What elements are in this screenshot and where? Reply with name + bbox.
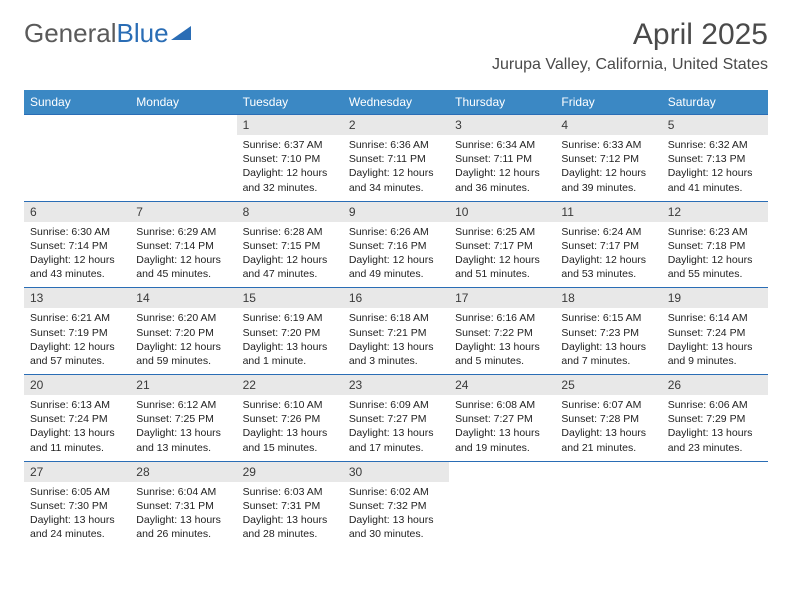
day-content-cell: Sunrise: 6:04 AMSunset: 7:31 PMDaylight:… bbox=[130, 482, 236, 548]
day-number-cell bbox=[24, 115, 130, 136]
day-number-cell bbox=[555, 461, 661, 482]
day-content-cell: Sunrise: 6:05 AMSunset: 7:30 PMDaylight:… bbox=[24, 482, 130, 548]
day-content-cell: Sunrise: 6:28 AMSunset: 7:15 PMDaylight:… bbox=[237, 222, 343, 288]
day-content-cell: Sunrise: 6:14 AMSunset: 7:24 PMDaylight:… bbox=[662, 308, 768, 374]
logo-triangle-icon bbox=[171, 18, 193, 49]
location-text: Jurupa Valley, California, United States bbox=[492, 56, 768, 74]
day-content-cell bbox=[555, 482, 661, 548]
daynum-row: 12345 bbox=[24, 115, 768, 136]
day-content-cell: Sunrise: 6:26 AMSunset: 7:16 PMDaylight:… bbox=[343, 222, 449, 288]
day-number-cell: 19 bbox=[662, 288, 768, 309]
day-content-cell bbox=[130, 135, 236, 201]
day-content-cell: Sunrise: 6:20 AMSunset: 7:20 PMDaylight:… bbox=[130, 308, 236, 374]
day-number-cell: 12 bbox=[662, 201, 768, 222]
day-number-cell bbox=[662, 461, 768, 482]
day-number-cell: 4 bbox=[555, 115, 661, 136]
weekday-header: Monday bbox=[130, 90, 236, 115]
day-content-cell: Sunrise: 6:15 AMSunset: 7:23 PMDaylight:… bbox=[555, 308, 661, 374]
day-content-cell: Sunrise: 6:08 AMSunset: 7:27 PMDaylight:… bbox=[449, 395, 555, 461]
month-title: April 2025 bbox=[492, 18, 768, 52]
day-number-cell: 8 bbox=[237, 201, 343, 222]
day-content-cell: Sunrise: 6:13 AMSunset: 7:24 PMDaylight:… bbox=[24, 395, 130, 461]
day-content-cell: Sunrise: 6:34 AMSunset: 7:11 PMDaylight:… bbox=[449, 135, 555, 201]
day-number-cell: 11 bbox=[555, 201, 661, 222]
logo-text-1: General bbox=[24, 18, 117, 49]
content-row: Sunrise: 6:37 AMSunset: 7:10 PMDaylight:… bbox=[24, 135, 768, 201]
day-content-cell: Sunrise: 6:06 AMSunset: 7:29 PMDaylight:… bbox=[662, 395, 768, 461]
weekday-header: Tuesday bbox=[237, 90, 343, 115]
weekday-header: Saturday bbox=[662, 90, 768, 115]
day-content-cell: Sunrise: 6:37 AMSunset: 7:10 PMDaylight:… bbox=[237, 135, 343, 201]
day-content-cell bbox=[449, 482, 555, 548]
day-content-cell: Sunrise: 6:33 AMSunset: 7:12 PMDaylight:… bbox=[555, 135, 661, 201]
daynum-row: 27282930 bbox=[24, 461, 768, 482]
day-number-cell: 6 bbox=[24, 201, 130, 222]
day-content-cell: Sunrise: 6:30 AMSunset: 7:14 PMDaylight:… bbox=[24, 222, 130, 288]
weekday-header: Sunday bbox=[24, 90, 130, 115]
day-number-cell bbox=[130, 115, 236, 136]
day-content-cell: Sunrise: 6:25 AMSunset: 7:17 PMDaylight:… bbox=[449, 222, 555, 288]
weekday-header: Wednesday bbox=[343, 90, 449, 115]
content-row: Sunrise: 6:05 AMSunset: 7:30 PMDaylight:… bbox=[24, 482, 768, 548]
logo: GeneralBlue bbox=[24, 18, 193, 49]
day-content-cell: Sunrise: 6:10 AMSunset: 7:26 PMDaylight:… bbox=[237, 395, 343, 461]
day-content-cell: Sunrise: 6:09 AMSunset: 7:27 PMDaylight:… bbox=[343, 395, 449, 461]
day-content-cell bbox=[662, 482, 768, 548]
weekday-header: Thursday bbox=[449, 90, 555, 115]
daynum-row: 6789101112 bbox=[24, 201, 768, 222]
day-number-cell: 26 bbox=[662, 375, 768, 396]
day-number-cell: 7 bbox=[130, 201, 236, 222]
page-header: GeneralBlue April 2025 Jurupa Valley, Ca… bbox=[0, 0, 792, 82]
day-number-cell: 29 bbox=[237, 461, 343, 482]
day-content-cell bbox=[24, 135, 130, 201]
day-content-cell: Sunrise: 6:29 AMSunset: 7:14 PMDaylight:… bbox=[130, 222, 236, 288]
day-number-cell: 25 bbox=[555, 375, 661, 396]
day-number-cell: 22 bbox=[237, 375, 343, 396]
daynum-row: 20212223242526 bbox=[24, 375, 768, 396]
calendar-table: SundayMondayTuesdayWednesdayThursdayFrid… bbox=[24, 90, 768, 547]
day-content-cell: Sunrise: 6:07 AMSunset: 7:28 PMDaylight:… bbox=[555, 395, 661, 461]
day-number-cell: 28 bbox=[130, 461, 236, 482]
content-row: Sunrise: 6:30 AMSunset: 7:14 PMDaylight:… bbox=[24, 222, 768, 288]
content-row: Sunrise: 6:21 AMSunset: 7:19 PMDaylight:… bbox=[24, 308, 768, 374]
day-content-cell: Sunrise: 6:18 AMSunset: 7:21 PMDaylight:… bbox=[343, 308, 449, 374]
day-number-cell: 30 bbox=[343, 461, 449, 482]
day-content-cell: Sunrise: 6:23 AMSunset: 7:18 PMDaylight:… bbox=[662, 222, 768, 288]
day-number-cell: 10 bbox=[449, 201, 555, 222]
day-number-cell: 3 bbox=[449, 115, 555, 136]
day-content-cell: Sunrise: 6:21 AMSunset: 7:19 PMDaylight:… bbox=[24, 308, 130, 374]
day-content-cell: Sunrise: 6:16 AMSunset: 7:22 PMDaylight:… bbox=[449, 308, 555, 374]
day-content-cell: Sunrise: 6:24 AMSunset: 7:17 PMDaylight:… bbox=[555, 222, 661, 288]
day-number-cell: 2 bbox=[343, 115, 449, 136]
day-content-cell: Sunrise: 6:19 AMSunset: 7:20 PMDaylight:… bbox=[237, 308, 343, 374]
day-number-cell: 15 bbox=[237, 288, 343, 309]
day-number-cell: 16 bbox=[343, 288, 449, 309]
day-number-cell: 21 bbox=[130, 375, 236, 396]
day-number-cell: 17 bbox=[449, 288, 555, 309]
day-number-cell: 24 bbox=[449, 375, 555, 396]
day-number-cell: 27 bbox=[24, 461, 130, 482]
logo-text-2: Blue bbox=[117, 18, 169, 49]
daynum-row: 13141516171819 bbox=[24, 288, 768, 309]
day-content-cell: Sunrise: 6:36 AMSunset: 7:11 PMDaylight:… bbox=[343, 135, 449, 201]
weekday-row: SundayMondayTuesdayWednesdayThursdayFrid… bbox=[24, 90, 768, 115]
day-number-cell: 14 bbox=[130, 288, 236, 309]
day-content-cell: Sunrise: 6:12 AMSunset: 7:25 PMDaylight:… bbox=[130, 395, 236, 461]
day-number-cell: 23 bbox=[343, 375, 449, 396]
day-number-cell: 18 bbox=[555, 288, 661, 309]
day-number-cell: 9 bbox=[343, 201, 449, 222]
calendar-body: 12345Sunrise: 6:37 AMSunset: 7:10 PMDayl… bbox=[24, 115, 768, 548]
content-row: Sunrise: 6:13 AMSunset: 7:24 PMDaylight:… bbox=[24, 395, 768, 461]
calendar-head: SundayMondayTuesdayWednesdayThursdayFrid… bbox=[24, 90, 768, 115]
day-number-cell: 13 bbox=[24, 288, 130, 309]
weekday-header: Friday bbox=[555, 90, 661, 115]
day-content-cell: Sunrise: 6:32 AMSunset: 7:13 PMDaylight:… bbox=[662, 135, 768, 201]
day-number-cell: 5 bbox=[662, 115, 768, 136]
day-number-cell: 1 bbox=[237, 115, 343, 136]
day-content-cell: Sunrise: 6:03 AMSunset: 7:31 PMDaylight:… bbox=[237, 482, 343, 548]
title-block: April 2025 Jurupa Valley, California, Un… bbox=[492, 18, 768, 74]
day-number-cell: 20 bbox=[24, 375, 130, 396]
day-number-cell bbox=[449, 461, 555, 482]
day-content-cell: Sunrise: 6:02 AMSunset: 7:32 PMDaylight:… bbox=[343, 482, 449, 548]
